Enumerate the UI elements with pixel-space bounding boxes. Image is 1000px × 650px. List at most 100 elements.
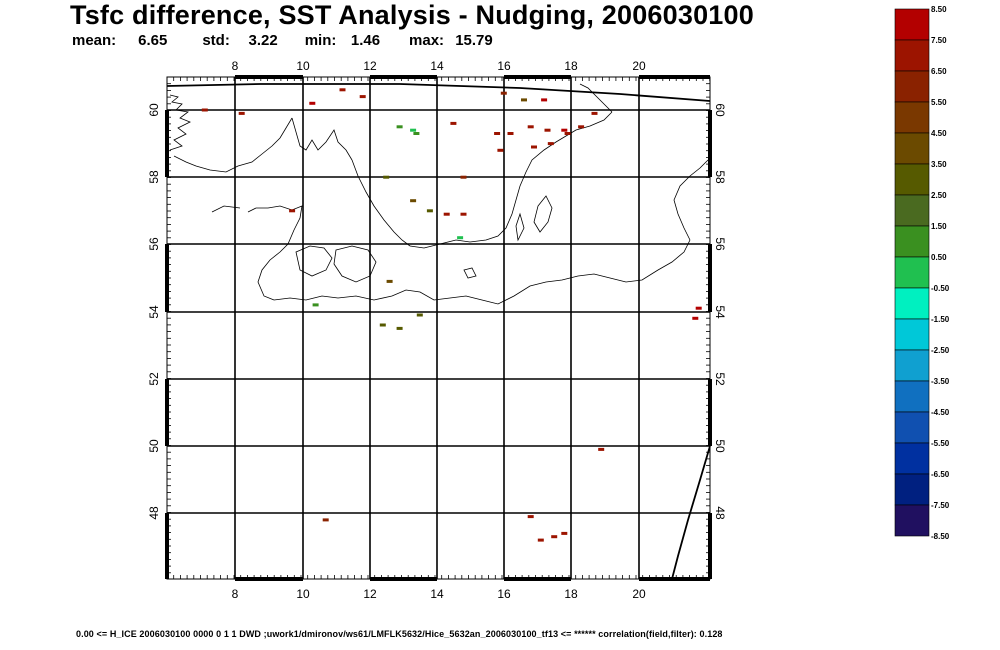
coastline-sweden-south [409,111,613,249]
field-cell [547,142,554,146]
field-cell [578,125,585,129]
field-cell [416,313,423,317]
lat-label-left: 52 [147,372,161,386]
lon-labels-top: 8 10 12 14 16 18 20 [232,59,646,73]
field-cell [383,175,390,179]
field-cell [507,132,514,135]
lon-label-bottom: 8 [232,587,239,601]
domain-boundary [166,83,711,580]
field-cell [443,212,450,216]
footer-info: 0.00 <= H_ICE 2006030100 0000 0 1 1 DWD … [76,629,723,639]
lon-label-top: 16 [497,59,511,73]
field-cell [322,518,329,522]
lat-label-right: 56 [713,237,727,251]
lon-label-top: 18 [564,59,578,73]
field-cell [561,128,568,132]
field-cell [379,323,386,327]
field-cell [598,447,605,451]
field-cell [564,132,571,135]
lat-label-left: 58 [147,170,161,184]
frame-bar-left [165,379,169,446]
field-cell [457,236,464,240]
lat-label-left: 56 [147,237,161,251]
lat-label-left: 48 [147,506,161,520]
coastline-norway-west [169,94,191,151]
std-label: std: [202,32,230,49]
field-cell [551,535,558,539]
field-cell [527,515,534,519]
field-cell [201,108,208,112]
std-value: 3.22 [248,32,278,49]
graticule [167,77,710,579]
field-cell [460,212,467,216]
lon-label-top: 10 [296,59,310,73]
coastline-oslofjord [291,117,353,161]
max-label: max: [409,32,445,49]
domain-boundary-east [671,445,711,580]
coastline-bothnia [579,83,613,113]
field-cell [396,326,403,330]
lon-label-bottom: 10 [296,587,310,601]
field-cell [396,125,403,129]
mean-label: mean: [72,32,117,49]
min-label: min: [304,32,337,49]
frame-bar-right [708,110,712,177]
field-cell [591,111,598,115]
coastline-bornholm [463,267,477,279]
field-cell [359,95,366,99]
lat-label-right: 54 [713,305,727,319]
lat-label-right: 60 [713,103,727,117]
domain-boundary-north [166,83,711,102]
lon-label-top: 20 [632,59,646,73]
frame-bar-right [708,379,712,446]
lat-label-right: 48 [713,506,727,520]
frame-ticks [166,76,711,579]
field-cell [410,199,417,203]
max-value: 15.79 [455,32,493,49]
lon-label-top: 12 [363,59,377,73]
lat-label-left: 60 [147,103,161,117]
field-cell [410,128,417,132]
field-cell [531,145,537,149]
map-background [167,77,710,579]
lat-labels-left: 60 58 56 54 52 50 48 [147,103,161,520]
lat-label-left: 50 [147,439,161,453]
lon-label-bottom: 18 [564,587,578,601]
frame-bar-left [165,110,169,177]
min-value: 1.46 [350,32,381,49]
coastline-denmark [247,205,303,301]
field-cell [521,98,527,102]
lat-label-right: 52 [713,372,727,386]
frame-bar-top [639,75,710,79]
field-cell [386,279,393,283]
field-cell [450,121,457,125]
field-cells [201,88,702,542]
field-cell [537,538,544,542]
frame-bar-top [235,75,303,79]
field-cell [497,148,504,152]
lat-label-right: 58 [713,170,727,184]
lon-label-bottom: 14 [430,587,444,601]
frame-bar-bottom [235,577,303,581]
field-cell [460,175,467,179]
field-cell [692,316,699,320]
lon-label-bottom: 16 [497,587,511,601]
frame-bar-bottom [639,577,710,581]
field-cell [309,101,316,105]
lat-labels-right: 60 58 56 54 52 50 48 [713,103,727,520]
statistics-line: mean: 6.65 std: 3.22 min: 1.46 max: 15.7… [72,32,493,49]
lat-label-left: 54 [147,305,161,319]
coastline-baltic-states [673,159,709,241]
coastline-germany-poland [273,239,691,305]
coastline-sweden-west [351,159,411,247]
field-cell [527,125,534,129]
lon-label-top: 14 [430,59,444,73]
frame-bar-bottom [370,577,437,581]
field-cell [544,128,551,132]
field-cell [500,91,507,95]
lon-labels-bottom: 8 10 12 14 16 18 20 [232,587,646,601]
frame-bar-bottom [504,577,571,581]
field-cell [312,303,319,307]
lon-label-bottom: 20 [632,587,646,601]
